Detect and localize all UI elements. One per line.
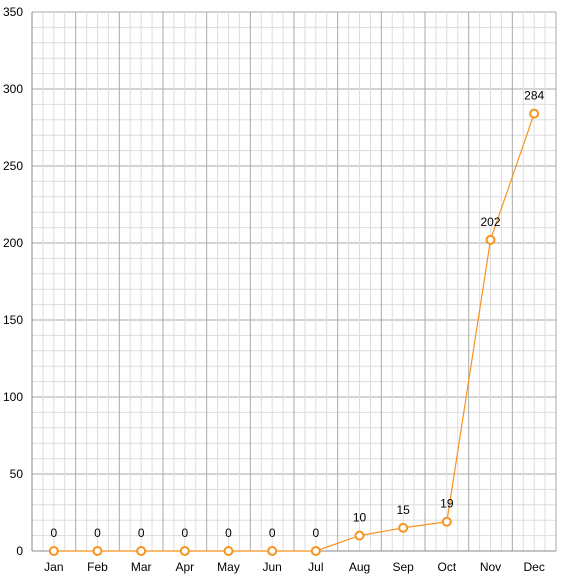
x-tick-label: Dec	[523, 560, 544, 574]
x-tick-label: Mar	[131, 560, 152, 574]
y-tick-label: 0	[16, 544, 23, 558]
data-point-marker	[398, 522, 409, 533]
data-label: 0	[94, 526, 101, 540]
x-tick-label: Oct	[437, 560, 456, 574]
x-tick-label: Jul	[308, 560, 323, 574]
data-point-marker	[136, 546, 147, 556]
data-point-marker	[267, 546, 278, 556]
data-point-marker	[441, 516, 452, 527]
label-layer: 0 0 0 0 0 0 0 10 15 19 202 284	[50, 89, 544, 540]
data-point-marker	[92, 546, 103, 556]
x-tick-label: Apr	[175, 560, 194, 574]
data-point-marker	[48, 546, 59, 556]
x-tick-label: May	[217, 560, 240, 574]
data-label: 0	[50, 526, 57, 540]
series-layer	[48, 108, 540, 556]
data-label: 19	[440, 497, 454, 511]
data-label: 10	[353, 511, 367, 525]
data-label: 0	[269, 526, 276, 540]
data-label: 0	[181, 526, 188, 540]
y-tick-label: 300	[3, 82, 23, 96]
data-label: 0	[225, 526, 232, 540]
data-label: 0	[312, 526, 319, 540]
series-line	[53, 113, 535, 552]
x-tick-label: Jan	[44, 560, 63, 574]
y-tick-label: 250	[3, 159, 23, 173]
data-point-marker	[354, 530, 365, 541]
y-tick-label: 100	[3, 390, 23, 404]
grid-layer	[31, 11, 557, 552]
data-point-marker	[485, 234, 496, 245]
y-tick-label: 150	[3, 313, 23, 327]
data-label: 202	[480, 215, 500, 229]
data-point-marker	[310, 546, 321, 556]
y-tick-label: 350	[3, 5, 23, 19]
y-tick-label: 50	[10, 467, 24, 481]
data-point-marker	[179, 546, 190, 556]
data-point-marker	[529, 108, 540, 119]
y-tick-label: 200	[3, 236, 23, 250]
x-tick-label: Sep	[392, 560, 414, 574]
data-label: 15	[396, 503, 410, 517]
x-tick-label: Feb	[87, 560, 108, 574]
data-point-marker	[223, 546, 234, 556]
data-label: 284	[524, 89, 544, 103]
x-tick-label: Nov	[480, 560, 501, 574]
x-tick-label: Aug	[349, 560, 370, 574]
data-label: 0	[138, 526, 145, 540]
x-tick-label: Jun	[262, 560, 281, 574]
